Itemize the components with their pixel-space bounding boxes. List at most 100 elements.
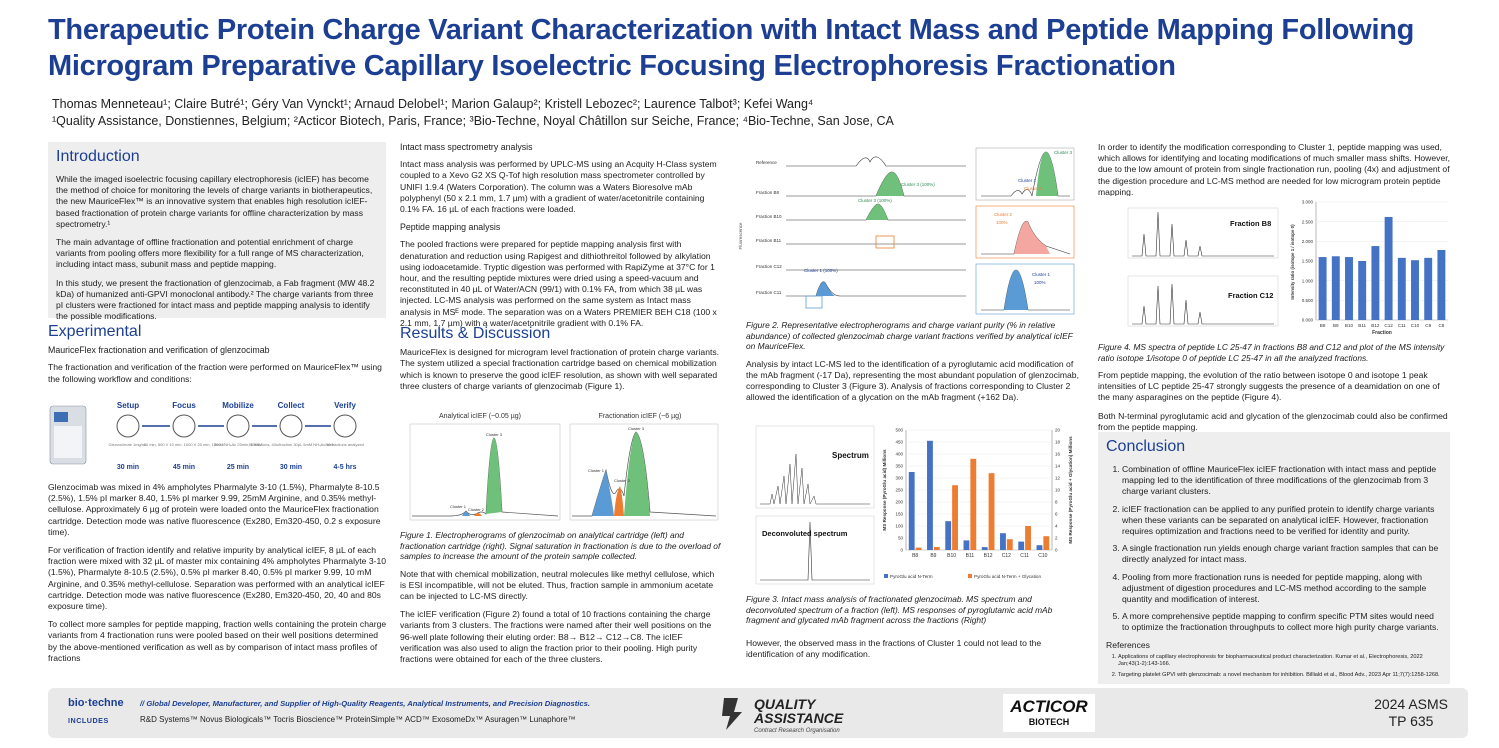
conclusion-item: A more comprehensive peptide mapping to … xyxy=(1122,611,1442,633)
fig3-left-tick: 100 xyxy=(895,524,903,529)
fig4-bar xyxy=(1318,257,1327,320)
fig3-bar-pyroglu xyxy=(963,540,970,550)
acticor-logo-text-1: ACTICOR xyxy=(1010,697,1088,716)
fig4-bar xyxy=(1411,260,1419,320)
quality-assistance-mark-icon xyxy=(722,698,742,730)
results-section: Results & Discussion MauriceFlex is desi… xyxy=(400,325,722,399)
intro-paragraph-3: In this study, we present the fractionat… xyxy=(56,277,375,322)
workflow-step-label: Collect xyxy=(278,401,305,410)
experimental-paragraph-3: For verification of fraction identify an… xyxy=(48,545,387,612)
fig2-trace-label: Fraction B11 xyxy=(756,238,782,243)
fig4-y-tick: 1.000 xyxy=(1302,278,1314,283)
fig3-bar-glycation xyxy=(1043,536,1050,550)
inset-label: Cluster 1 xyxy=(1032,272,1051,277)
footer-brand-list: R&D Systems™ Novus Biologicals™ Tocris B… xyxy=(140,715,576,724)
inset-label: Cluster 1 xyxy=(1018,178,1037,183)
author-list: Thomas Menneteau¹; Claire Butré¹; Géry V… xyxy=(52,97,814,111)
fig4-category-label: B8 xyxy=(1320,323,1326,328)
fig3-left-tick: 250 xyxy=(895,488,903,493)
figure-4: Fraction B8 Fraction C12 0.000 0.500 1.000… xyxy=(1098,196,1452,336)
inset-label: 100% xyxy=(996,220,1008,225)
fig2-inset-2: Cluster 2 100% xyxy=(975,205,1075,259)
fig3-right-tick: 2 xyxy=(1055,536,1058,541)
fig2-trace-label: Reference xyxy=(756,160,777,165)
fig1-label: Cluster 1 xyxy=(450,504,467,509)
workflow-step-detail: 10 fractions analyzed xyxy=(326,442,364,447)
experimental-subheading: MauriceFlex fractionation and verificati… xyxy=(48,345,270,356)
workflow-figure: Setup Focus Mobilize Collect Verify Glen… xyxy=(48,396,388,476)
fig4-category-label: C12 xyxy=(1384,323,1393,328)
fig3-bar-pyroglu xyxy=(981,547,988,550)
right-paragraph-1: In order to identify the modification co… xyxy=(1098,142,1451,197)
workflow-step-label: Focus xyxy=(172,401,196,410)
fig4-y-tick: 3.000 xyxy=(1302,200,1314,205)
inset-label: Cluster 2 xyxy=(1024,186,1043,191)
conclusion-list: Combination of offline MauriceFlex icIEF… xyxy=(1106,464,1442,634)
conference-label: 2024 ASMS TP 635 xyxy=(1374,696,1448,730)
c12-spectrum xyxy=(1132,283,1274,325)
fig2-trace-label: Fraction B8 xyxy=(756,190,780,195)
results-body: Figure 1. Electropherograms of glenzocim… xyxy=(400,530,722,672)
focus-icon xyxy=(172,414,196,438)
fig2-ylabel: Fluorescence xyxy=(738,222,743,250)
fig3-left-tick: 50 xyxy=(898,536,904,541)
mid-paragraph-2: However, the observed mass in the fracti… xyxy=(746,637,1042,659)
fig3-legend-swatch xyxy=(968,574,972,578)
fig4-y-tick: 2.000 xyxy=(1302,239,1314,244)
conclusion-section: Conclusion Combination of offline Mauric… xyxy=(1098,432,1450,684)
fig1-label: Cluster 3 xyxy=(628,426,645,431)
b8-spectrum xyxy=(1132,211,1274,257)
fig3-category-label: B11 xyxy=(966,553,975,559)
fig3-right-tick: 14 xyxy=(1055,464,1061,469)
fig3-caption-block: Figure 3. Intact mass analysis of fracti… xyxy=(746,594,1080,667)
fig4-bar xyxy=(1371,246,1380,320)
fig3-category-label: B8 xyxy=(912,553,918,559)
fig4-category-label: C10 xyxy=(1411,323,1420,328)
experimental-paragraph-1: The fractionation and verification of th… xyxy=(48,362,382,384)
fig2-inset-3: Cluster 1 100% xyxy=(975,263,1075,315)
fig3-bar-pyroglu xyxy=(927,440,933,550)
fig3-legend-swatch xyxy=(884,574,888,578)
conclusion-heading: Conclusion xyxy=(1106,438,1186,455)
figure-2: Fluorescence Reference Fraction B8 Fract… xyxy=(736,146,1078,318)
fig4-category-label: C8 xyxy=(1438,323,1444,328)
fig3-right-tick: 20 xyxy=(1055,428,1061,433)
fig3-bar-glycation xyxy=(988,473,995,550)
workflow-step-time: 30 min xyxy=(280,464,302,471)
fig2-caption-block: Figure 2. Representative electropherogra… xyxy=(746,320,1080,410)
fig1-left-title: Analytical icIEF (~0.05 µg) xyxy=(439,413,521,420)
figure-4-caption: Figure 4. MS spectra of peptide LC 25-47… xyxy=(1098,342,1445,363)
fig4-category-label: B12 xyxy=(1371,323,1380,328)
setup-icon xyxy=(116,414,140,438)
reference-item: Applications of capillary electrophoresi… xyxy=(1118,654,1442,668)
references-heading: References xyxy=(1106,639,1150,650)
analytical-electropherogram xyxy=(412,437,559,517)
right-column-mid: Figure 4. MS spectra of peptide LC 25-47… xyxy=(1098,342,1452,440)
fig3-right-tick: 4 xyxy=(1055,524,1058,529)
mid-paragraph-1: Analysis by intact LC-MS led to the iden… xyxy=(746,358,1079,403)
fig4-bar-chart: 0.000 0.500 1.000 1.500 2.000 2.500 3.000 B8 B9 B… xyxy=(1290,200,1448,336)
fig4-bar xyxy=(1345,257,1353,320)
fig3-bar-glycation xyxy=(952,485,958,550)
fig3-bar-pyroglu xyxy=(908,472,915,550)
fig4-category-label: C9 xyxy=(1425,323,1431,328)
fig3-category-label: C11 xyxy=(1020,553,1029,559)
fig3-bar-pyroglu xyxy=(1000,533,1006,550)
fig4-category-label: B10 xyxy=(1345,323,1354,328)
results-heading: Results & Discussion xyxy=(400,325,551,342)
workflow-step-detail: 96 fractions, 40s/fraction 30µL 5mM NH₄A… xyxy=(249,442,334,447)
experimental-paragraph-4: To collect more samples for peptide mapp… xyxy=(48,619,387,663)
figure-3-caption: Figure 3. Intact mass analysis of fracti… xyxy=(746,594,1053,625)
reference-item: Targeting platelet GPVI with glenzocimab… xyxy=(1118,672,1442,679)
fig3-bar-pyroglu xyxy=(1018,541,1025,550)
workflow-steps: Setup Focus Mobilize Collect Verify Glen… xyxy=(109,401,364,471)
fig3-right-tick: 10 xyxy=(1055,488,1061,493)
intro-paragraph-1: While the imaged isoelectric focusing ca… xyxy=(56,174,373,229)
fig3-left-tick: 0 xyxy=(900,548,903,553)
methods-section: Intact mass spectrometry analysis Intact… xyxy=(400,142,722,336)
results-paragraph-1: MauriceFlex is designed for microgram le… xyxy=(400,347,720,391)
fig3-right-tick: 8 xyxy=(1055,500,1058,505)
fig3-left-tick: 500 xyxy=(895,428,903,433)
conclusion-item: Combination of offline MauriceFlex icIEF… xyxy=(1122,464,1442,498)
conclusion-item: A single fractionation run yields enough… xyxy=(1122,543,1442,565)
